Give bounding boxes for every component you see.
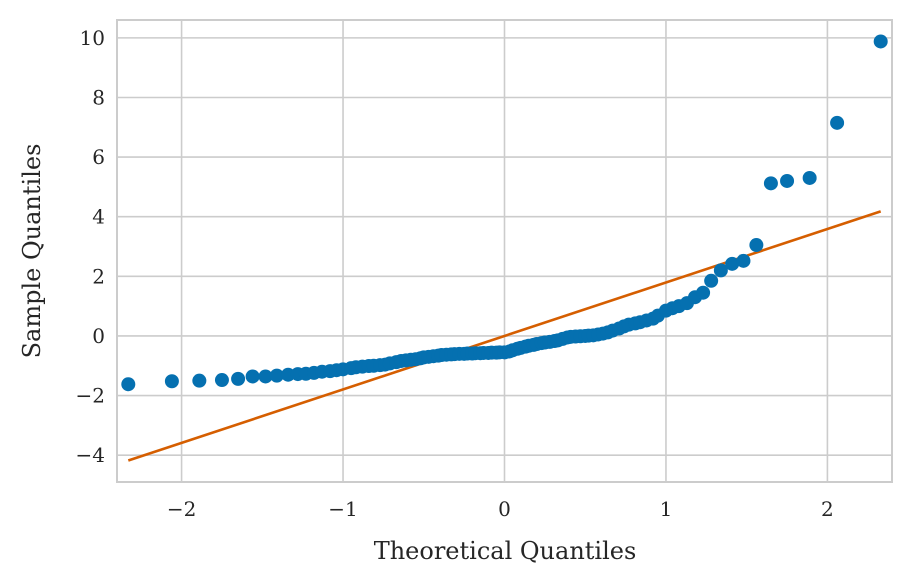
y-tick-label-0: −4 [76,443,105,467]
axes-frame [116,19,893,483]
x-tick-label-2: 0 [498,497,511,521]
x-tick-labels: −2 −1 0 1 2 [167,497,834,521]
data-point-0 [121,377,136,392]
data-point-89 [704,273,719,288]
data-point-94 [763,176,778,191]
data-point-3 [214,373,229,388]
data-point-92 [736,253,751,268]
data-point-98 [873,34,888,49]
x-tick-label-3: 1 [660,497,673,521]
plot-border [116,19,893,483]
data-point-90 [713,263,728,278]
data-point-2 [192,373,207,388]
y-tick-labels: −4 −2 0 2 4 6 8 10 [76,26,105,467]
data-point-7 [269,368,284,383]
reference-line-group [127,210,882,462]
data-point-88 [696,285,711,300]
data-point-6 [258,369,273,384]
data-point-91 [725,256,740,271]
data-point-4 [231,371,246,386]
data-point-96 [802,170,817,185]
y-tick-label-1: −2 [76,384,105,408]
sample-points [121,34,888,392]
x-tick-label-0: −2 [167,497,196,521]
grid-lines [117,20,892,482]
data-point-95 [780,173,795,188]
y-tick-label-2: 0 [92,324,105,348]
data-point-97 [830,115,845,130]
x-tick-label-4: 2 [821,497,834,521]
data-point-1 [164,374,179,389]
data-point-5 [245,369,260,384]
y-tick-label-7: 10 [80,26,105,50]
x-tick-label-1: −1 [328,497,357,521]
y-tick-label-5: 6 [92,145,105,169]
data-point-93 [749,238,764,253]
reference-line [127,210,882,462]
y-tick-label-6: 8 [92,85,105,109]
x-axis-label: Theoretical Quantiles [374,537,637,565]
y-axis-label: Sample Quantiles [18,144,46,359]
y-tick-label-4: 4 [92,205,105,229]
y-tick-label-3: 2 [92,264,105,288]
